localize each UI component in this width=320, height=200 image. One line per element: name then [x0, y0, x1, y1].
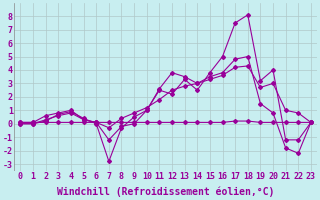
X-axis label: Windchill (Refroidissement éolien,°C): Windchill (Refroidissement éolien,°C): [57, 187, 274, 197]
